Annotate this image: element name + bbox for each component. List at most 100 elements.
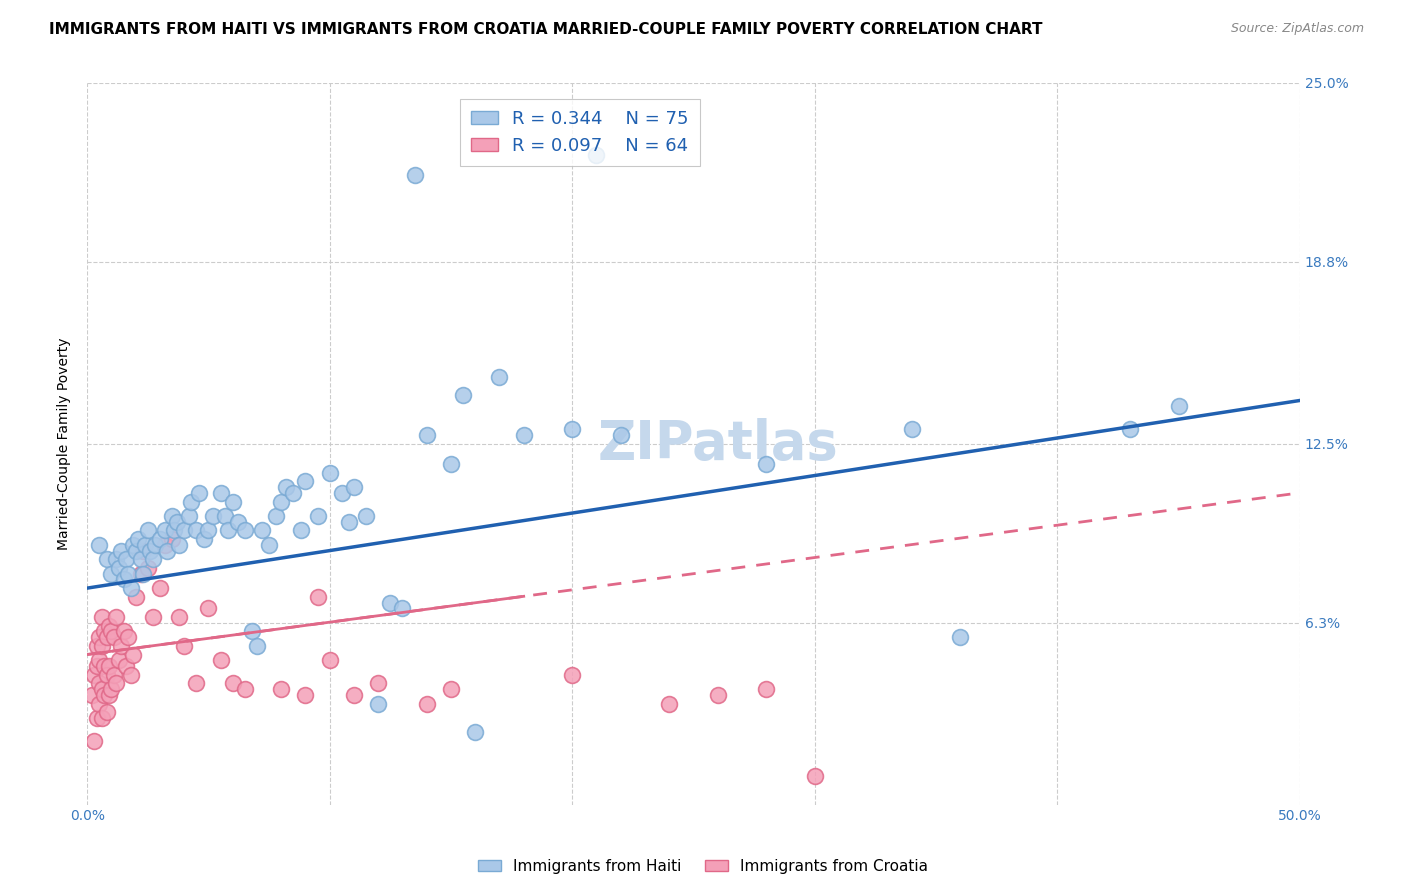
Point: [706, 688, 728, 702]
Point: [117, 566, 139, 581]
Point: [142, 552, 165, 566]
Point: [250, 524, 273, 538]
Point: [153, 538, 176, 552]
Point: [226, 515, 249, 529]
Point: [1119, 422, 1142, 436]
Point: [96, 552, 118, 566]
Point: [451, 387, 474, 401]
Point: [330, 486, 353, 500]
Point: [318, 653, 340, 667]
Point: [186, 676, 208, 690]
Point: [169, 610, 191, 624]
Point: [173, 639, 195, 653]
Point: [100, 624, 122, 639]
Point: [89, 653, 111, 667]
Point: [246, 639, 269, 653]
Point: [240, 624, 263, 639]
Point: [124, 543, 146, 558]
Point: [98, 688, 121, 702]
Point: [202, 508, 225, 523]
Y-axis label: Married-Couple Family Poverty: Married-Couple Family Poverty: [58, 337, 72, 550]
Point: [134, 538, 156, 552]
Point: [90, 682, 112, 697]
Point: [96, 667, 118, 681]
Point: [266, 508, 288, 523]
Point: [274, 480, 297, 494]
Point: [98, 659, 121, 673]
Point: [270, 682, 292, 697]
Point: [217, 524, 239, 538]
Text: Source: ZipAtlas.com: Source: ZipAtlas.com: [1230, 22, 1364, 36]
Point: [163, 524, 186, 538]
Legend: R = 0.344    N = 75, R = 0.097    N = 64: R = 0.344 N = 75, R = 0.097 N = 64: [460, 99, 700, 166]
Point: [343, 480, 366, 494]
Point: [197, 601, 219, 615]
Point: [270, 494, 292, 508]
Point: [93, 688, 115, 702]
Point: [149, 581, 172, 595]
Point: [367, 676, 389, 690]
Point: [197, 524, 219, 538]
Point: [96, 705, 118, 719]
Point: [86, 659, 108, 673]
Point: [110, 543, 132, 558]
Point: [124, 590, 146, 604]
Point: [166, 515, 188, 529]
Point: [132, 566, 155, 581]
Point: [120, 581, 142, 595]
Point: [561, 667, 583, 681]
Point: [233, 524, 256, 538]
Point: [307, 508, 329, 523]
Point: [112, 624, 135, 639]
Point: [143, 538, 166, 552]
Point: [380, 596, 402, 610]
Point: [585, 148, 607, 162]
Point: [488, 370, 510, 384]
Point: [89, 630, 111, 644]
Point: [391, 601, 413, 615]
Point: [415, 428, 437, 442]
Point: [110, 639, 132, 653]
Point: [98, 618, 121, 632]
Point: [107, 653, 129, 667]
Point: [415, 697, 437, 711]
Point: [156, 543, 179, 558]
Point: [294, 475, 316, 489]
Point: [354, 508, 377, 523]
Point: [343, 688, 366, 702]
Point: [160, 508, 183, 523]
Point: [115, 552, 138, 566]
Point: [105, 610, 128, 624]
Legend: Immigrants from Haiti, Immigrants from Croatia: Immigrants from Haiti, Immigrants from C…: [472, 853, 934, 880]
Point: [440, 682, 463, 697]
Point: [440, 457, 463, 471]
Point: [90, 711, 112, 725]
Text: ZIPatlas: ZIPatlas: [598, 417, 838, 470]
Point: [512, 428, 534, 442]
Point: [900, 422, 922, 436]
Text: IMMIGRANTS FROM HAITI VS IMMIGRANTS FROM CROATIA MARRIED-COUPLE FAMILY POVERTY C: IMMIGRANTS FROM HAITI VS IMMIGRANTS FROM…: [49, 22, 1043, 37]
Point: [755, 682, 778, 697]
Point: [257, 538, 280, 552]
Point: [609, 428, 631, 442]
Point: [105, 552, 128, 566]
Point: [404, 169, 426, 183]
Point: [337, 515, 360, 529]
Point: [89, 676, 111, 690]
Point: [464, 725, 486, 739]
Point: [132, 543, 155, 558]
Point: [83, 734, 105, 748]
Point: [294, 688, 316, 702]
Point: [100, 682, 122, 697]
Point: [93, 624, 115, 639]
Point: [112, 573, 135, 587]
Point: [209, 653, 232, 667]
Point: [149, 532, 172, 546]
Point: [561, 422, 583, 436]
Point: [117, 630, 139, 644]
Point: [367, 697, 389, 711]
Point: [120, 667, 142, 681]
Point: [283, 486, 305, 500]
Point: [122, 538, 145, 552]
Point: [136, 524, 159, 538]
